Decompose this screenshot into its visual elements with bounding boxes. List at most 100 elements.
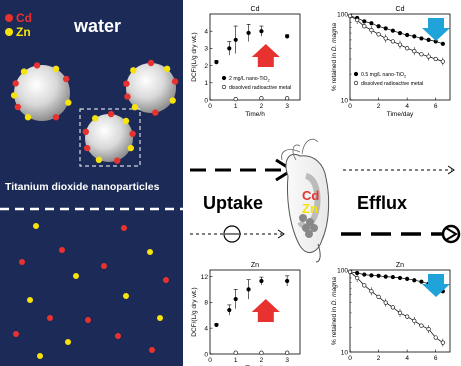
data-point-dissolved bbox=[347, 269, 353, 274]
adsorbed-cd-dot bbox=[147, 59, 155, 67]
chart-title: Zn bbox=[396, 262, 404, 269]
data-point-nano bbox=[214, 322, 219, 328]
adsorbed-cd-dot bbox=[152, 109, 159, 116]
x-tick-label: 0 bbox=[208, 357, 212, 364]
legend-label-subscript: 2 bbox=[268, 78, 271, 83]
free-cd-ion bbox=[47, 315, 53, 321]
y-axis-label: DCF/(L/g dry wt.) bbox=[191, 32, 198, 81]
x-tick-label: 3 bbox=[285, 357, 289, 364]
y-axis-label-species: D. magna bbox=[331, 23, 338, 52]
x-tick-label: 3 bbox=[285, 103, 289, 110]
free-cd-ion bbox=[85, 317, 91, 323]
data-point-nano bbox=[419, 36, 424, 41]
chart-title: Cd bbox=[396, 6, 405, 13]
efflux-arrow-nano bbox=[343, 165, 455, 175]
free-zn-ion bbox=[27, 297, 33, 303]
data-point-dissolved bbox=[369, 289, 374, 294]
data-point-dissolved bbox=[362, 283, 367, 288]
x-tick-label: 4 bbox=[405, 103, 409, 110]
data-point-nano bbox=[376, 273, 381, 278]
data-point-nano bbox=[369, 21, 374, 26]
legend-marker bbox=[353, 80, 359, 86]
data-point-nano bbox=[383, 274, 388, 279]
efflux-arrow-dissolved bbox=[341, 224, 461, 244]
uptake-label: Uptake bbox=[203, 193, 263, 213]
adsorbed-cd-dot bbox=[107, 110, 115, 118]
legend-label-subscript: 2 bbox=[404, 74, 407, 79]
adsorbed-zn-dot bbox=[65, 99, 72, 106]
adsorbed-cd-dot bbox=[14, 103, 21, 111]
nanoparticle-boxed bbox=[85, 114, 133, 162]
data-point-dissolved bbox=[383, 36, 388, 41]
data-point-dissolved bbox=[390, 305, 395, 310]
data-point-nano bbox=[390, 274, 395, 280]
plot-frame bbox=[209, 269, 301, 355]
data-point-dissolved bbox=[347, 13, 353, 19]
adsorbed-zn-dot bbox=[131, 104, 139, 111]
x-tick-label: 6 bbox=[434, 103, 438, 110]
increase-arrow bbox=[251, 299, 280, 322]
data-point-nano bbox=[419, 279, 424, 284]
free-cd-ion bbox=[59, 247, 65, 253]
chart-uptake-cd: Cd 0 1 2 3 0 1 2 3 4 Time/h DCF/(L/g dry wt.) 2 mg/L… bbox=[186, 2, 301, 132]
adsorbed-cd-dot bbox=[129, 130, 136, 137]
data-point-dissolved bbox=[397, 310, 403, 315]
legend-zn-dot bbox=[5, 28, 13, 36]
nanoparticles-caption: Titanium dioxide nanoparticles bbox=[5, 181, 160, 193]
adsorbed-zn-dot bbox=[95, 156, 103, 163]
decrease-arrow bbox=[422, 274, 450, 297]
chart-efflux-cd: Cd 0 2 4 6 10 100 Time/day % retained in D. magn… bbox=[322, 2, 458, 132]
data-point-dissolved bbox=[362, 24, 367, 29]
data-point-nano bbox=[362, 19, 367, 24]
data-point-dissolved bbox=[419, 52, 424, 57]
water-label: water bbox=[73, 16, 121, 36]
x-tick-label: 1 bbox=[234, 357, 238, 364]
y-tick-label: 0 bbox=[204, 351, 208, 358]
legend-marker bbox=[221, 84, 227, 90]
free-zn-ion bbox=[37, 353, 43, 359]
data-point-nano bbox=[259, 278, 264, 284]
data-point-dissolved bbox=[355, 17, 360, 23]
chart-title: Zn bbox=[251, 262, 259, 269]
legend-zn-label: Zn bbox=[16, 25, 31, 39]
free-zn-ion bbox=[65, 339, 71, 345]
data-point-nano bbox=[227, 46, 232, 51]
adsorbed-zn-dot bbox=[127, 144, 134, 152]
y-tick-label: 4 bbox=[204, 325, 208, 332]
free-cd-ion bbox=[101, 263, 107, 269]
data-point-nano bbox=[405, 32, 410, 38]
plot-frame bbox=[209, 13, 301, 101]
adsorbed-cd-dot bbox=[84, 144, 91, 152]
y-axis-label-prefix: % retained in bbox=[331, 51, 338, 91]
x-tick-label: 0 bbox=[348, 103, 352, 110]
data-point-dissolved bbox=[433, 56, 438, 62]
free-cd-ion bbox=[19, 259, 25, 265]
data-point-nano bbox=[426, 37, 431, 42]
y-axis-label: % retained in D. magna bbox=[331, 23, 338, 91]
adsorbed-cd-dot bbox=[52, 114, 60, 121]
y-tick-label: 10 bbox=[341, 97, 349, 104]
data-point-dissolved bbox=[419, 323, 424, 328]
x-tick-label: 6 bbox=[434, 355, 438, 362]
y-tick-label: 2 bbox=[204, 63, 208, 70]
x-tick-label: 2 bbox=[377, 103, 381, 110]
data-point-dissolved bbox=[233, 97, 238, 102]
free-cd-ion bbox=[121, 225, 127, 231]
data-point-nano bbox=[397, 275, 403, 281]
adsorbed-cd-dot bbox=[82, 128, 90, 135]
x-tick-label: 4 bbox=[405, 355, 409, 362]
plot-frame bbox=[349, 269, 451, 353]
data-point-nano bbox=[285, 278, 290, 284]
adsorbed-cd-dot bbox=[62, 75, 70, 83]
y-axis-label: DCF/(L/g dry wt.) bbox=[191, 287, 198, 336]
x-tick-label: 2 bbox=[260, 357, 264, 364]
uptake-arrow-dissolved bbox=[190, 225, 285, 243]
legend-cd-label: Cd bbox=[16, 11, 32, 25]
data-point-nano bbox=[412, 34, 417, 39]
adsorbed-cd-dot bbox=[171, 78, 179, 85]
data-point-nano bbox=[440, 41, 445, 46]
data-point-dissolved bbox=[259, 350, 264, 355]
data-point-dissolved bbox=[440, 59, 445, 64]
adsorbed-cd-dot bbox=[123, 80, 130, 87]
